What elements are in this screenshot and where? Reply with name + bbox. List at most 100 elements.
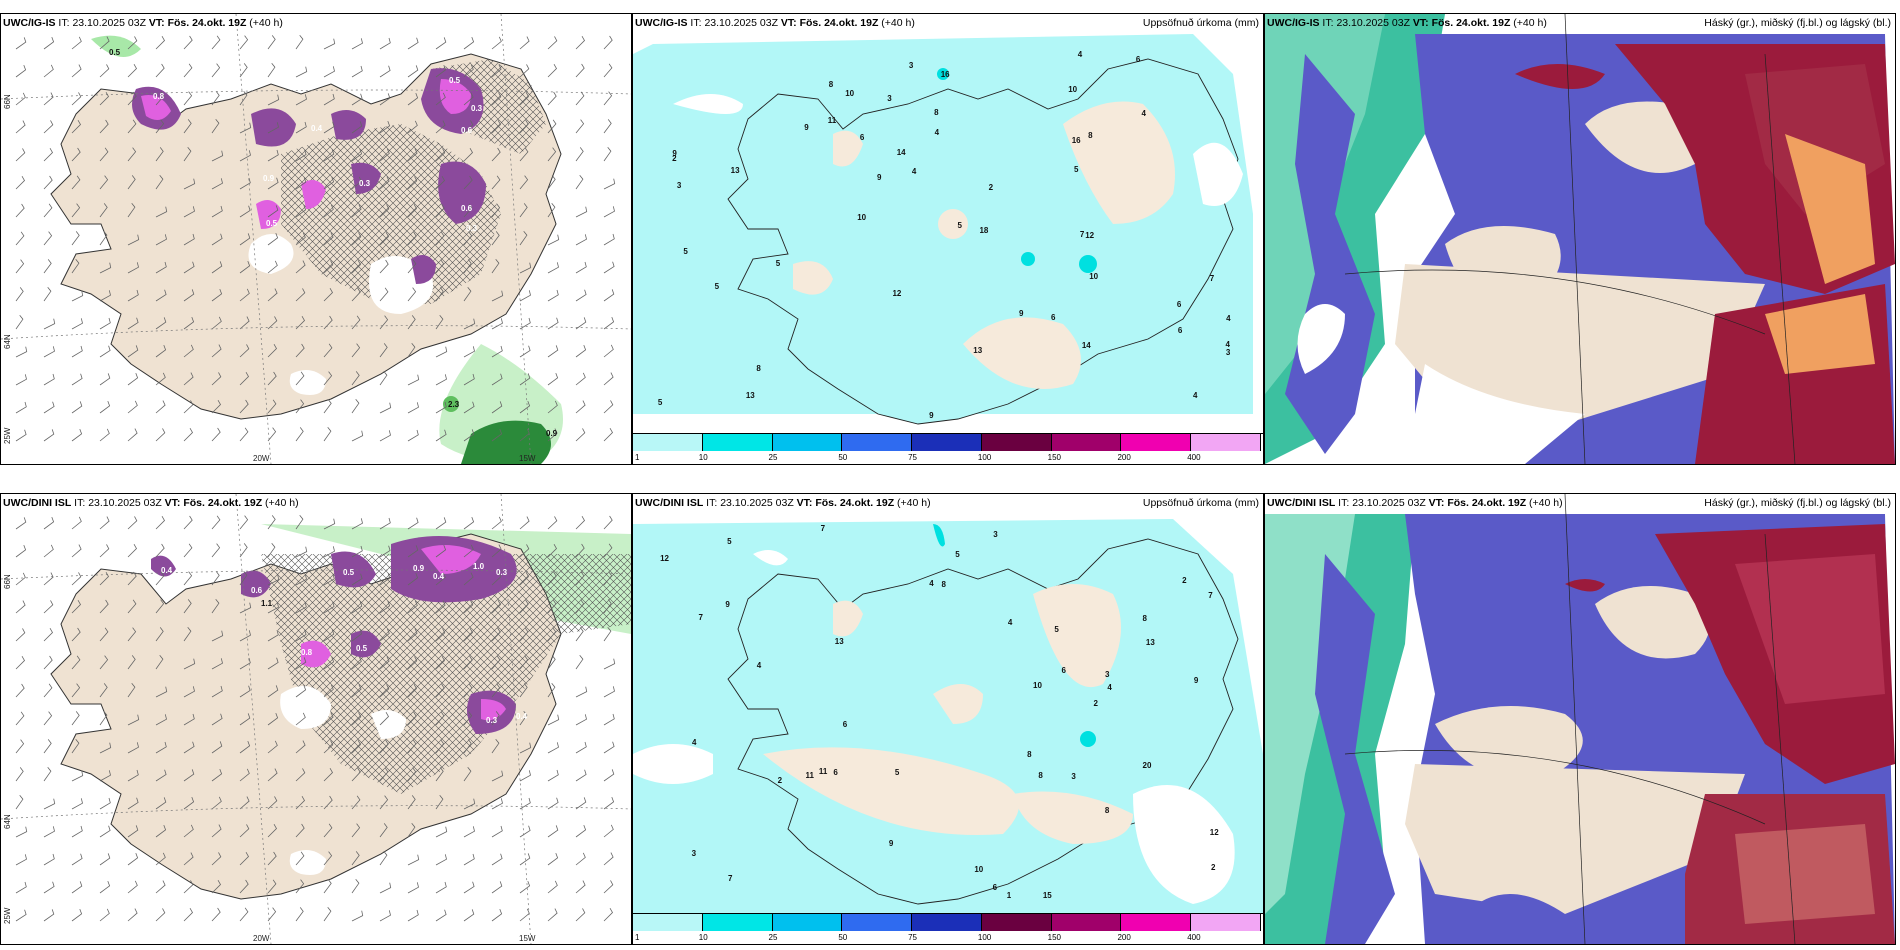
wind-barb [435, 881, 447, 894]
wind-barb [323, 204, 334, 218]
wind-barb [463, 120, 474, 134]
wind-barb [351, 767, 361, 782]
wind-barb [127, 769, 139, 782]
wind-barb [463, 627, 474, 642]
wind-barb [239, 907, 249, 922]
colorbar: 1 10 25 50 75 100 150 200 400 [633, 433, 1263, 464]
precip-value: 12 [1209, 827, 1219, 837]
precip-value: 4 [911, 167, 917, 177]
wind-barb [71, 739, 80, 754]
snow-value: 0.3 [359, 179, 371, 188]
wind-barb [99, 400, 111, 414]
wind-barb [239, 371, 250, 386]
wind-barb [519, 345, 531, 358]
init-time: 23.10.2025 03Z [72, 17, 146, 29]
wind-barb [491, 318, 503, 330]
wind-barb [547, 655, 556, 670]
it-label: IT: [1338, 497, 1350, 509]
precip-value: 6 [1177, 326, 1183, 336]
wind-barb [407, 92, 419, 106]
wind-barb [295, 601, 307, 614]
init-time: 23.10.2025 03Z [1336, 17, 1410, 29]
wind-barb [295, 712, 306, 726]
wind-barb [99, 345, 111, 358]
wind-barb [43, 909, 55, 922]
wind-barb [267, 879, 277, 894]
wind-barb [71, 290, 84, 302]
wind-barb [267, 629, 279, 642]
lat-label-64n: 64N [3, 334, 12, 349]
vt-label: VT: [148, 17, 165, 29]
wind-barb [379, 823, 388, 838]
wind-barb [463, 401, 475, 414]
precip-value: 6 [859, 133, 865, 143]
wind-barb [575, 880, 586, 894]
precip-value: 5 [727, 536, 732, 546]
wind-barb [211, 741, 223, 754]
wind-barb [99, 317, 111, 330]
wind-barb [239, 602, 252, 614]
wind-barb [295, 740, 306, 754]
colorbar-tick-label: 75 [908, 933, 918, 942]
precip-value: 11 [818, 766, 828, 776]
precip-value: 10 [1068, 84, 1078, 94]
wind-barb [547, 91, 557, 106]
lon-label-15w: 15W [519, 454, 536, 463]
wind-barb [575, 741, 587, 754]
wind-barb [463, 259, 472, 274]
wind-barb [71, 318, 83, 330]
wind-barb [71, 711, 80, 726]
wind-barb [183, 35, 193, 50]
wind-barb [547, 797, 559, 810]
precip-value: 5 [683, 247, 688, 257]
colorbar-segment [1191, 434, 1261, 451]
wind-barb [435, 231, 445, 246]
wind-barb [407, 203, 418, 218]
colorbar-segment [772, 914, 843, 931]
wind-barb [351, 371, 360, 386]
colorbar-segment [1191, 914, 1261, 931]
valid-time: Fös. 24.okt. 19Z [1431, 17, 1511, 29]
wind-barb [575, 35, 586, 50]
wind-barb [71, 825, 83, 838]
wind-barb [435, 909, 447, 922]
wind-barb [15, 600, 26, 614]
wind-barb [127, 147, 137, 162]
wind-barb [155, 147, 164, 162]
wind-barb [519, 428, 530, 442]
wind-barb [407, 517, 419, 530]
wind-barb [379, 430, 391, 442]
wind-barb [43, 203, 53, 218]
wind-barb [127, 825, 139, 838]
wind-barb [239, 879, 249, 894]
valid-time: Fös. 24.okt. 19Z [799, 17, 879, 29]
wind-barb [211, 427, 221, 442]
wind-barb [15, 259, 25, 274]
wind-barb [15, 231, 25, 246]
wind-barb [295, 657, 307, 670]
map-clouds [1265, 14, 1895, 464]
precip-value: 5 [955, 550, 960, 560]
wind-barb [519, 599, 529, 614]
wind-barb [491, 683, 501, 698]
wind-barb [155, 599, 165, 614]
wind-barb [407, 176, 418, 190]
precip-value: 6 [833, 768, 838, 778]
wind-barb [435, 287, 444, 302]
wind-barb [575, 686, 588, 698]
wind-barb [183, 769, 195, 782]
snow-value: 2.3 [448, 400, 460, 409]
wind-barb [15, 346, 28, 358]
precip-value: 4 [692, 737, 697, 747]
wind-barb [99, 373, 111, 386]
wind-barb [267, 288, 278, 302]
wind-barb [99, 627, 109, 642]
lon-label-15w: 15W [519, 934, 536, 943]
wind-barb [295, 149, 307, 162]
wind-barb [407, 148, 418, 162]
wind-barb [15, 374, 27, 386]
wind-barb [15, 826, 28, 838]
wind-barb [43, 853, 55, 866]
wind-barb [239, 177, 251, 190]
precip-value: 8 [1104, 805, 1110, 815]
